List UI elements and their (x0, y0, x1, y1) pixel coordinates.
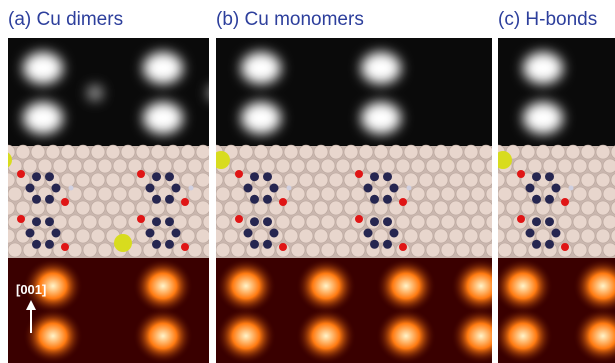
colA-image (8, 38, 209, 363)
atomic-model (216, 144, 492, 258)
panel-b-title: (b) Cu monomers (216, 9, 364, 30)
panel-c-title: (c) H-bonds (498, 9, 598, 30)
panel-a-title: (a) Cu dimers (8, 9, 124, 30)
direction-arrow-icon (26, 300, 36, 333)
simulated-image (8, 258, 209, 363)
simulated-image (216, 258, 492, 363)
stm-image (216, 38, 492, 146)
simulated-image (498, 258, 615, 363)
colB-image (216, 38, 492, 363)
panel-c (498, 38, 615, 363)
stm-image (8, 38, 209, 146)
direction-label: [001] (16, 282, 47, 297)
stm-image (498, 38, 615, 146)
colC-image (498, 38, 615, 363)
panel-a (8, 38, 209, 363)
panel-b (216, 38, 492, 363)
atomic-model (498, 144, 615, 258)
atomic-model (8, 144, 209, 258)
